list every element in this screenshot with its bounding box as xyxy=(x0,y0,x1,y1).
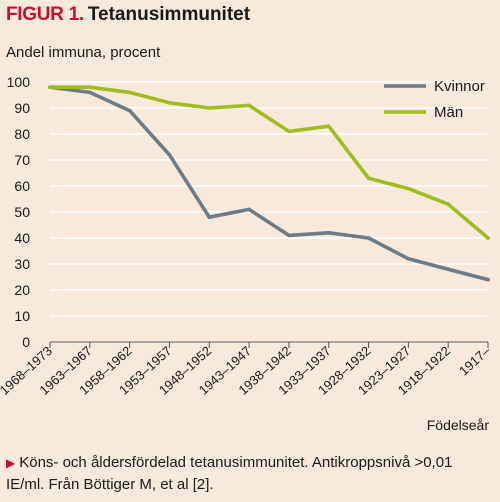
data-point xyxy=(406,257,411,261)
y-tick-label: 0 xyxy=(22,334,30,350)
y-tick-label: 60 xyxy=(14,178,30,194)
figure-label: FIGUR 1. xyxy=(6,4,84,25)
data-point xyxy=(48,85,52,89)
figure-caption: ▶ Köns- och åldersfördelad tetanusimmunit… xyxy=(6,452,494,495)
caption-arrow-icon: ▶ xyxy=(6,456,16,470)
y-tick-label: 70 xyxy=(14,152,30,168)
data-point xyxy=(366,236,371,240)
y-tick-label: 80 xyxy=(14,126,30,142)
figure-title: Tetanusimmunitet xyxy=(87,4,251,25)
data-point xyxy=(167,153,172,157)
caption-line-2: IE/ml. Från Böttiger M, et al [2]. xyxy=(6,476,214,493)
series-line-man xyxy=(48,85,490,240)
x-axis-label: Födelseår xyxy=(427,417,490,433)
data-point xyxy=(486,236,490,240)
data-point xyxy=(207,215,212,219)
data-point xyxy=(287,129,291,134)
data-point xyxy=(167,101,172,105)
data-point xyxy=(207,106,212,110)
y-axis-label: Andel immuna, procent xyxy=(6,44,161,61)
y-tick-label: 90 xyxy=(14,100,30,116)
data-point xyxy=(406,186,411,191)
data-point xyxy=(366,176,371,180)
y-tick-label: 40 xyxy=(14,230,30,246)
y-tick-label: 50 xyxy=(14,204,30,220)
data-point xyxy=(326,124,331,128)
caption-line-1: Köns- och åldersfördelad tetanusimmunite… xyxy=(19,454,453,471)
y-tick-label: 100 xyxy=(7,74,31,90)
data-point xyxy=(446,202,450,206)
line-chart: 01020304050607080901001968–19731963–1967… xyxy=(0,74,494,433)
figure-header: FIGUR 1. Tetanusimmunitet xyxy=(6,4,250,26)
data-point xyxy=(486,277,490,282)
data-point xyxy=(446,267,450,272)
series-line-kvinnor xyxy=(48,85,490,282)
data-point xyxy=(127,108,132,113)
legend-label: Kvinnor xyxy=(434,78,485,95)
data-point xyxy=(247,207,251,212)
data-point xyxy=(88,90,92,95)
legend-label: Män xyxy=(434,104,463,121)
y-tick-label: 10 xyxy=(14,308,30,324)
data-point xyxy=(127,90,132,95)
y-tick-label: 30 xyxy=(14,256,30,272)
y-tick-label: 20 xyxy=(14,282,30,298)
data-point xyxy=(326,231,331,235)
data-point xyxy=(287,233,291,238)
data-point xyxy=(88,85,92,89)
data-point xyxy=(247,103,251,108)
